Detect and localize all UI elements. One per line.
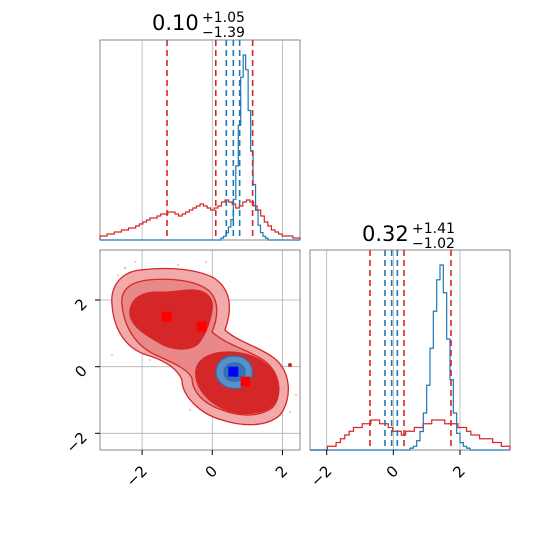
param1-x-tick-label: 2 <box>272 462 291 481</box>
panel-marginal-param1-frame <box>99 39 301 241</box>
panel-joint-param1-param2: −2 0 2 −2 0 2 <box>62 249 301 490</box>
param2-title: 0.32 <box>362 222 409 246</box>
param2-y-tick-label: −2 <box>62 428 90 456</box>
param2-x-tick-labels: −2 0 2 <box>307 450 469 490</box>
panel-marginal-param1 <box>99 39 301 241</box>
param1-title: 0.10 <box>152 11 199 35</box>
param1-title-plus: +1.05 <box>202 10 245 26</box>
param1-x-tick-label: 0 <box>202 462 221 481</box>
param2-x-tick-label: 2 <box>449 462 468 481</box>
panel-marginal-param2-grid <box>326 250 461 450</box>
param2-x-tick-label: −2 <box>307 462 335 490</box>
param2-y-tick-labels: −2 0 2 <box>62 295 100 457</box>
param1-x-tick-label: −2 <box>123 462 151 490</box>
param1-title-median: 0.10 <box>152 11 199 35</box>
panel-marginal-param1-grid <box>141 40 283 240</box>
joint-contours <box>111 261 297 426</box>
param1-x-tick-labels: −2 0 2 <box>123 450 291 490</box>
panel-marginal-param2-frame <box>309 249 511 451</box>
panel-marginal-param2: −2 0 2 <box>307 249 511 490</box>
param2-quantile-lines <box>369 250 452 450</box>
truth-marker-blue <box>228 366 239 377</box>
param2-title-minus: −1.02 <box>412 236 455 252</box>
param1-quantile-lines <box>166 40 254 240</box>
param2-title-median: 0.32 <box>362 222 409 246</box>
param2-y-tick-label: 0 <box>71 362 90 381</box>
param1-title-minus: −1.39 <box>202 25 245 41</box>
joint-truth-markers <box>161 311 251 387</box>
param2-y-tick-label: 2 <box>71 295 90 314</box>
truth-marker-red <box>196 321 207 332</box>
param2-histogram-alt <box>310 264 510 451</box>
panel-joint-frame <box>99 249 301 451</box>
param1-histogram-alt <box>100 54 300 241</box>
param2-title-plus: +1.41 <box>412 221 455 237</box>
truth-marker-red <box>161 311 172 322</box>
param2-histogram-main <box>310 419 511 451</box>
truth-marker-red <box>240 376 251 387</box>
param1-histogram-main <box>99 199 301 240</box>
param2-x-tick-label: 0 <box>383 462 402 481</box>
